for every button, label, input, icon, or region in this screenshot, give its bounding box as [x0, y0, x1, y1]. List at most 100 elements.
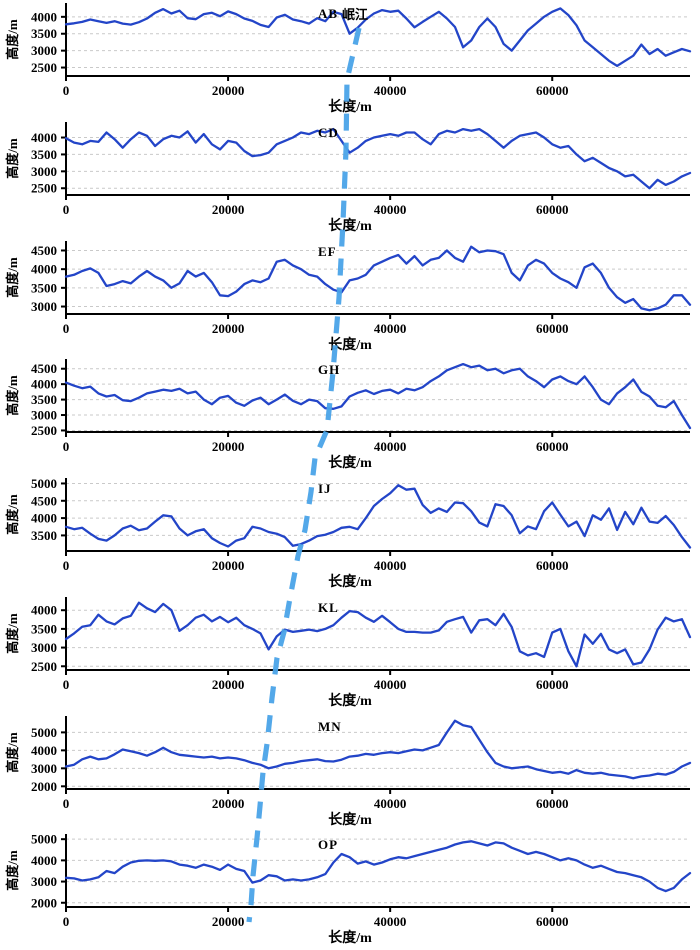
- elevation-line: [64, 601, 692, 668]
- x-tick-label: 0: [63, 796, 70, 811]
- y-tick-label: 3500: [31, 392, 57, 407]
- x-tick-label: 60000: [536, 202, 569, 217]
- x-tick-label: 0: [63, 321, 70, 336]
- y-tick-label: 2500: [31, 423, 57, 438]
- x-axis-title: 长度/m: [328, 693, 372, 709]
- elevation-line: [64, 719, 692, 779]
- y-tick-label: 2500: [31, 60, 57, 75]
- x-tick-label: 0: [63, 202, 70, 217]
- y-tick-label: 3500: [31, 280, 57, 295]
- profile-plot-svg: 2000 3000 4000 5000 0 20000 40000 60000: [31, 715, 692, 811]
- y-tick-label: 4000: [31, 511, 57, 526]
- y-tick-label: 4000: [31, 602, 57, 617]
- y-axis-title: 高度/m: [5, 850, 20, 891]
- y-tick-label: 2500: [31, 659, 57, 674]
- x-tick-label: 20000: [212, 321, 245, 336]
- profile-plot-svg: 2000 3000 4000 5000 0 20000 40000 60000: [31, 832, 692, 929]
- y-axis-title: 高度/m: [5, 138, 20, 179]
- x-tick-label: 0: [63, 83, 70, 98]
- y-tick-label: 4000: [31, 853, 57, 868]
- y-tick-label: 2000: [31, 896, 57, 911]
- elevation-line: [64, 484, 692, 549]
- y-axis-title: 高度/m: [5, 613, 20, 654]
- river-name-label: 岷江: [342, 7, 369, 22]
- y-tick-label: 5000: [31, 724, 57, 739]
- x-tick-label: 60000: [536, 796, 569, 811]
- y-tick-label: 5000: [31, 832, 57, 847]
- x-axis-title: 长度/m: [328, 218, 372, 234]
- elevation-line: [64, 840, 692, 893]
- y-tick-label: 3000: [31, 760, 57, 775]
- elevation-line: [64, 245, 692, 311]
- x-tick-label: 60000: [536, 321, 569, 336]
- y-tick-label: 2500: [31, 180, 57, 195]
- profile-section-label: EF: [318, 243, 337, 259]
- profile-section-label: OP: [318, 837, 339, 853]
- y-tick-label: 5000: [31, 476, 57, 491]
- chart-block-MN: 2000 3000 4000 5000 0 20000 40000 60000 高度/m MN…: [0, 713, 700, 832]
- y-tick-label: 3000: [31, 43, 57, 58]
- profile-section-label: GH: [318, 362, 341, 378]
- x-tick-label: 40000: [374, 796, 407, 811]
- chart-block-GH: 2500 3000 3500 4000 4500 0 20000 40000 60000 高度/…: [0, 356, 700, 475]
- x-axis-title: 长度/m: [328, 575, 372, 590]
- x-tick-label: 20000: [212, 558, 245, 573]
- x-tick-label: 60000: [536, 677, 569, 692]
- x-tick-label: 40000: [374, 321, 407, 336]
- x-axis-title: 长度/m: [328, 812, 372, 828]
- x-tick-label: 20000: [212, 202, 245, 217]
- x-axis-title: 长度/m: [328, 931, 372, 947]
- x-tick-label: 60000: [536, 439, 569, 454]
- y-tick-label: 4000: [31, 261, 57, 276]
- profile-plot-svg: 3000 3500 4000 4500 0 20000 40000 60000: [31, 240, 692, 336]
- y-axis-title: 高度/m: [5, 375, 20, 416]
- x-tick-label: 40000: [374, 558, 407, 573]
- x-tick-label: 40000: [374, 202, 407, 217]
- x-tick-label: 40000: [374, 677, 407, 692]
- x-tick-label: 40000: [374, 83, 407, 98]
- y-tick-label: 4000: [31, 377, 57, 392]
- chart-block-CD: 2500 3000 3500 4000 0 20000 40000 60000 高度/m CD…: [0, 119, 700, 238]
- y-tick-label: 4000: [31, 130, 57, 145]
- chart-block-EF: 3000 3500 4000 4500 0 20000 40000 60000 高度/m EF…: [0, 238, 700, 357]
- y-tick-label: 3000: [31, 640, 57, 655]
- x-tick-label: 60000: [536, 558, 569, 573]
- profile-section-label: IJ: [318, 481, 332, 496]
- x-tick-label: 20000: [212, 914, 245, 929]
- y-tick-label: 4500: [31, 361, 57, 376]
- y-tick-label: 3000: [31, 299, 57, 314]
- x-axis-title: 长度/m: [328, 337, 372, 353]
- elevation-line: [64, 127, 692, 190]
- y-tick-label: 3500: [31, 528, 57, 543]
- chart-block-OP: 2000 3000 4000 5000 0 20000 40000 60000 高度/m OP…: [0, 831, 700, 950]
- profile-section-label: CD: [318, 124, 339, 140]
- profile-section-label: AB: [318, 6, 339, 21]
- y-axis-title: 高度/m: [5, 731, 20, 773]
- x-tick-label: 0: [63, 558, 70, 573]
- x-tick-label: 20000: [212, 677, 245, 692]
- y-tick-label: 4500: [31, 493, 57, 508]
- x-axis-title: 长度/m: [328, 456, 372, 472]
- x-tick-label: 40000: [374, 439, 407, 454]
- x-tick-label: 60000: [536, 914, 569, 929]
- x-tick-label: 0: [63, 439, 70, 454]
- y-tick-label: 2000: [31, 778, 57, 793]
- y-axis-title: 高度/m: [5, 256, 20, 298]
- x-tick-label: 40000: [374, 914, 407, 929]
- chart-block-KL: 2500 3000 3500 4000 0 20000 40000 60000 高度/m KL…: [0, 594, 700, 713]
- y-axis-title: 高度/m: [5, 19, 20, 60]
- y-tick-label: 3500: [31, 621, 57, 636]
- y-tick-label: 3500: [31, 26, 57, 41]
- x-axis-title: 长度/m: [328, 100, 372, 115]
- profile-section-label: MN: [318, 718, 342, 734]
- profile-plot-svg: 3500 4000 4500 5000 0 20000 40000 60000: [31, 476, 692, 573]
- x-tick-label: 60000: [536, 83, 569, 98]
- x-tick-label: 20000: [212, 796, 245, 811]
- elevation-line: [64, 363, 692, 430]
